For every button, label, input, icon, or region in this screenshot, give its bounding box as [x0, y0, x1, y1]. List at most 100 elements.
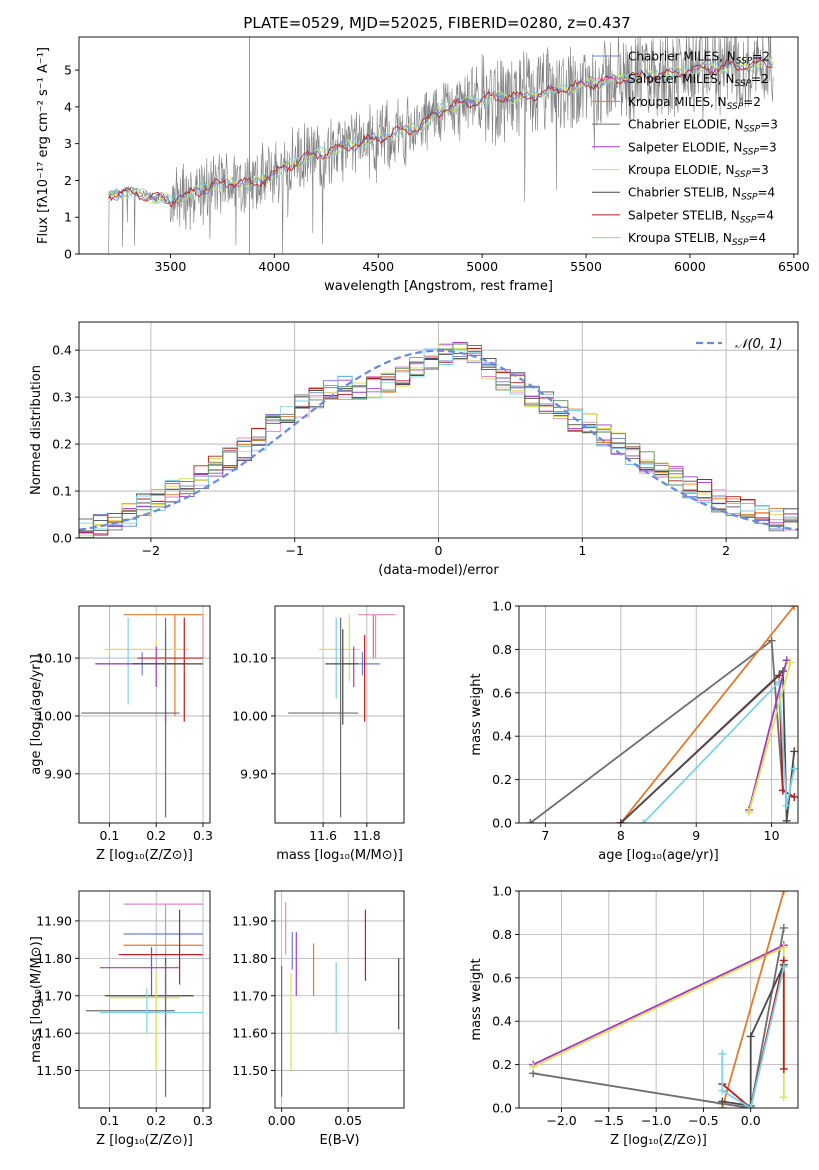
mass-weight-line-chabrier-stelib [722, 964, 785, 1107]
legend-entry: Kroupa STELIB, NSSP=4 [628, 231, 766, 248]
y-tick-label: 0.4 [492, 1014, 512, 1029]
x-tick-label: 10 [764, 828, 780, 843]
mass-weight-marker [790, 764, 798, 773]
x-axis-label: Z [log₁₀(Z/Z⊙)] [96, 1133, 193, 1148]
y-tick-label: 3 [64, 136, 72, 151]
errorbar-kroupa-stelib [100, 988, 203, 1034]
x-tick-label: 4500 [362, 259, 394, 274]
x-tick-label: 0.3 [193, 1113, 213, 1128]
x-axis-label: E(B-V) [319, 1133, 359, 1148]
panel-mass-weight-vs-Z: −2.0 −1.5 −1.0 −0.5 0.0 0.0 0.2 0.4 0.6 0.8 1.0 Z [… [469, 884, 799, 1148]
y-tick-label: 11.70 [36, 988, 72, 1003]
legend-tail: =2 [743, 95, 761, 109]
legend-label: Chabrier ELODIE, N [628, 118, 744, 132]
y-tick-label: 0.2 [492, 772, 512, 787]
y-tick-label: 11.60 [232, 1026, 268, 1041]
legend-label: Kroupa STELIB, N [628, 231, 732, 245]
x-tick-label: 11.8 [353, 828, 381, 843]
legend-entry: Chabrier MILES, NSSP=2 [628, 50, 770, 67]
mass-weight-line-kroupa-miles [620, 606, 795, 823]
x-tick-label: 1 [578, 543, 586, 558]
x-tick-label: 5500 [570, 259, 602, 274]
legend-label: Salpeter MILES, N [628, 72, 735, 86]
figure-title: PLATE=0529, MJD=52025, FIBERID=0280, z=0… [243, 14, 630, 32]
y-tick-label: 0.6 [492, 685, 512, 700]
mass-weight-marker [718, 1049, 727, 1058]
mass-weight-marker [639, 819, 648, 823]
panels: 3500 4000 4500 5000 5500 6000 6500 0 1 2 3 4 5 wavele… [29, 36, 810, 1148]
y-tick-label: 0.2 [492, 1057, 512, 1072]
plot-area-spectrum [107, 37, 774, 254]
x-tick-label: 5000 [466, 259, 498, 274]
errorbar-chabrier-stelib [132, 629, 203, 725]
legend-entry: 𝒩(0, 1) [735, 337, 782, 352]
mass-weight-marker [526, 819, 535, 823]
x-tick-label: 0 [435, 543, 443, 558]
x-axis-label: Z [log₁₀(Z/Z⊙)] [96, 848, 193, 863]
mass-weight-marker [782, 816, 791, 823]
errorbar-salpeter-stelib [118, 909, 203, 985]
y-axis-label: Flux [fλ10⁻¹⁷ erg cm⁻² s⁻¹ A⁻¹] [36, 47, 51, 244]
legend-sub: SSP [741, 193, 758, 203]
mass-weight-marker [790, 747, 798, 756]
mass-weight-marker [790, 792, 798, 801]
y-tick-label: 1.0 [492, 599, 512, 614]
y-tick-label: 0 [64, 247, 72, 262]
errorbar-salpeter-elodie [100, 947, 180, 996]
x-tick-label: 3500 [155, 259, 187, 274]
mass-weight-marker [779, 891, 788, 895]
panel-residuals: −2 −1 0 1 2 0.0 0.1 0.2 0.3 0.4 (data-model)/error… [29, 321, 799, 578]
mass-weight-marker [779, 943, 788, 952]
plot-area-mass-vs-ebv [275, 891, 404, 1108]
panel-age-vs-Z: 0.1 0.2 0.3 9.90 10.00 10.10 Z [log₁₀(Z/Z⊙)] ag… [29, 605, 213, 863]
x-tick-label: −2.0 [546, 1113, 576, 1128]
mass-weight-marker [718, 1086, 727, 1095]
y-tick-label: 5 [64, 63, 72, 78]
x-tick-label: −1 [285, 543, 303, 558]
y-tick-label: 11.90 [36, 913, 72, 928]
legend-sub: SSP [727, 102, 744, 112]
plot-area-age-vs-mass [275, 606, 404, 823]
mass-weight-marker [616, 819, 625, 823]
legend-entry: Salpeter MILES, NSSP=2 [628, 72, 769, 89]
legend-tail: =4 [756, 208, 774, 222]
legend-label: Kroupa MILES, N [628, 95, 727, 109]
x-axis-label: age [log₁₀(age/yr)] [598, 848, 719, 863]
y-tick-label: 11.50 [36, 1063, 72, 1078]
x-tick-label: 4000 [258, 259, 290, 274]
x-axis-label: wavelength [Angstrom, rest frame] [324, 279, 553, 294]
model-spectrum-salpeter-stelib [107, 56, 774, 208]
legend-sub: SSP [744, 125, 761, 135]
y-tick-label: 11.90 [232, 913, 268, 928]
legend-label: Chabrier MILES, N [628, 50, 736, 64]
y-tick-label: 11.60 [36, 1026, 72, 1041]
axes-frame [78, 36, 799, 255]
legend-sub: SSP [732, 238, 749, 248]
x-tick-label: −0.5 [688, 1113, 718, 1128]
mass-weight-line-salpeter-stelib [620, 673, 795, 823]
mass-weight-marker [767, 636, 776, 645]
errorbar-chabrier-elodie [86, 962, 175, 1097]
axes-frame [518, 890, 799, 1109]
y-tick-label: 1.0 [492, 884, 512, 899]
x-tick-label: 0.2 [146, 1113, 166, 1128]
errorbar-kroupa-miles [123, 614, 203, 716]
model-spectrum-kroupa-stelib [107, 56, 774, 205]
y-tick-label: 0.4 [492, 729, 512, 744]
x-tick-label: 0.1 [99, 1113, 119, 1128]
x-tick-label: 7 [541, 828, 549, 843]
y-axis-label: age [log₁₀(age/yr)] [29, 654, 44, 775]
legend-tail: =4 [758, 186, 776, 200]
plot-area-age-vs-Z [79, 606, 210, 823]
legend-label: Salpeter STELIB, N [628, 208, 740, 222]
legend-tail: =2 [751, 72, 769, 86]
model-spectrum-chabrier-miles [107, 56, 774, 205]
mass-weight-marker [529, 1062, 538, 1071]
mass-weight-line-kroupa-elodie [748, 662, 792, 813]
y-tick-label: 4 [64, 99, 72, 114]
mass-weight-marker [718, 1097, 727, 1106]
mass-weight-line-kroupa-stelib [642, 679, 796, 823]
y-tick-label: 1 [64, 210, 72, 225]
errorbar-kroupa-elodie [109, 973, 180, 1071]
